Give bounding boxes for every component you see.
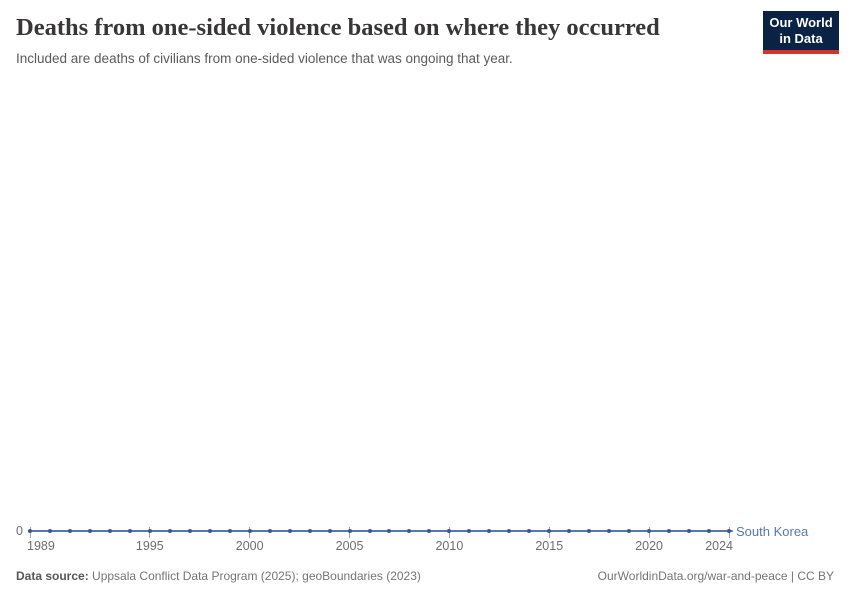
x-axis-label-2020: 2020 (635, 539, 664, 553)
data-point-1993[interactable] (107, 529, 112, 533)
data-point-2005[interactable] (347, 529, 352, 533)
data-point-2001[interactable] (267, 529, 272, 533)
data-source-label: Data source: (16, 569, 89, 583)
data-point-2009[interactable] (427, 529, 432, 533)
data-point-2013[interactable] (507, 529, 512, 533)
data-point-1997[interactable] (187, 529, 192, 533)
series-line-south-korea (30, 530, 733, 532)
data-point-1999[interactable] (227, 529, 232, 533)
chart-title: Deaths from one-sided violence based on … (16, 14, 660, 41)
data-point-1994[interactable] (127, 529, 132, 533)
data-point-2016[interactable] (567, 529, 572, 533)
x-axis-label-1995: 1995 (135, 539, 164, 553)
data-point-2021[interactable] (667, 529, 672, 533)
data-point-2024[interactable] (727, 529, 731, 533)
data-point-2007[interactable] (387, 529, 392, 533)
data-source-note: Data source: Uppsala Conflict Data Progr… (16, 569, 421, 583)
data-point-2003[interactable] (307, 529, 312, 533)
data-point-2018[interactable] (607, 529, 612, 533)
owid-logo-line2: in Data (779, 31, 823, 46)
x-axis-label-2015: 2015 (535, 539, 564, 553)
series-label-south-korea: South Korea (736, 524, 809, 539)
data-point-1995[interactable] (147, 529, 152, 533)
data-point-2015[interactable] (547, 529, 552, 533)
data-point-2004[interactable] (327, 529, 332, 533)
data-point-2019[interactable] (627, 529, 632, 533)
data-point-2010[interactable] (447, 529, 452, 533)
owid-logo-line1: Our World (769, 15, 833, 30)
data-point-2002[interactable] (287, 529, 292, 533)
x-axis-label-2005: 2005 (335, 539, 364, 553)
data-point-2008[interactable] (407, 529, 412, 533)
data-point-2017[interactable] (587, 529, 592, 533)
data-point-1998[interactable] (207, 529, 212, 533)
data-point-1996[interactable] (167, 529, 172, 533)
data-point-2000[interactable] (247, 529, 252, 533)
data-point-2012[interactable] (487, 529, 492, 533)
chart-subtitle: Included are deaths of civilians from on… (16, 51, 513, 66)
data-point-1992[interactable] (87, 529, 92, 533)
data-point-2006[interactable] (367, 529, 372, 533)
data-point-1990[interactable] (47, 529, 52, 533)
data-point-1991[interactable] (67, 529, 72, 533)
data-point-2011[interactable] (467, 529, 472, 533)
data-point-2022[interactable] (687, 529, 692, 533)
x-axis-label-2000: 2000 (235, 539, 264, 553)
y-axis-zero-label: 0 (16, 524, 23, 538)
data-point-1989[interactable] (28, 529, 32, 533)
data-source-text: Uppsala Conflict Data Program (2025); ge… (92, 569, 421, 583)
data-point-2014[interactable] (527, 529, 532, 533)
data-point-2023[interactable] (707, 529, 712, 533)
x-axis-label-2010: 2010 (435, 539, 464, 553)
x-axis-label-1989: 1989 (27, 539, 55, 553)
data-point-2020[interactable] (647, 529, 652, 533)
license-note: OurWorldinData.org/war-and-peace | CC BY (597, 569, 834, 583)
x-axis-label-2024: 2024 (705, 539, 733, 553)
owid-logo[interactable]: Our World in Data (763, 11, 839, 54)
